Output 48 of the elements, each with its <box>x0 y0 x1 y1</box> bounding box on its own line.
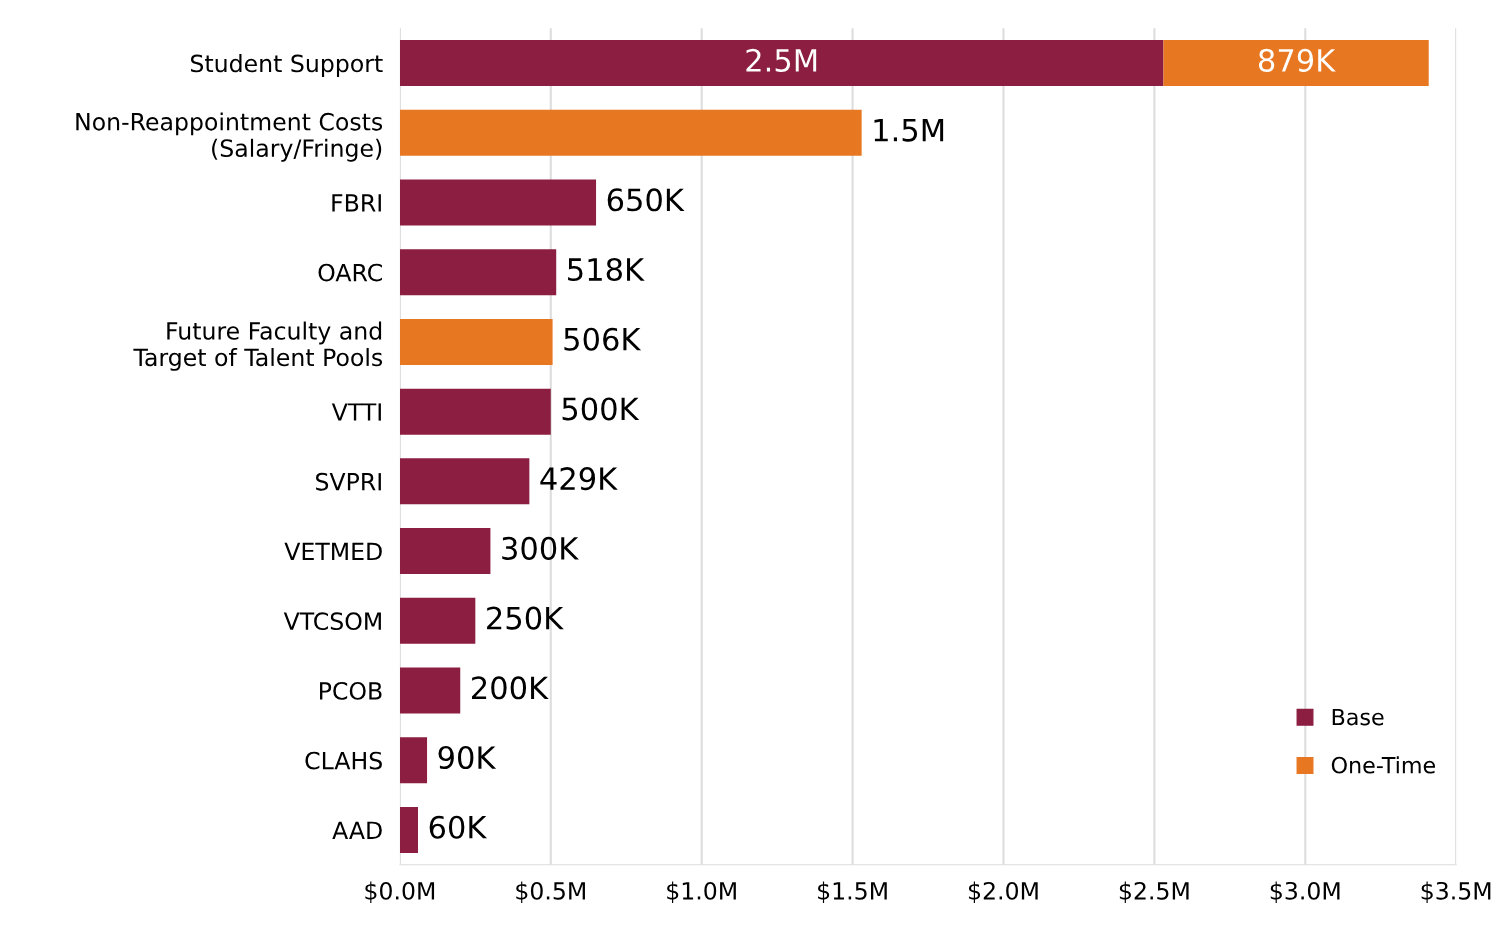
bar <box>399 806 418 853</box>
y-tick-label: CLAHS <box>305 751 382 770</box>
legend-label: One-Time <box>1331 756 1435 774</box>
y-tick-label: VTCSOM <box>283 612 381 631</box>
data-label: 500K <box>562 397 640 421</box>
y-tick-label: SVPRI <box>316 472 381 491</box>
bar <box>399 388 551 435</box>
x-tick-label: $0.0M <box>365 881 435 903</box>
data-label: 90K <box>438 745 497 770</box>
x-tick-label: $2.0M <box>968 881 1038 903</box>
y-tick-label: PCOB <box>320 681 382 700</box>
bar <box>399 318 553 365</box>
bar <box>399 179 597 226</box>
data-label: 518K <box>568 257 645 282</box>
x-tick-label: $3.0M <box>1270 881 1340 903</box>
bar <box>1163 40 1429 87</box>
data-label: 506K <box>564 327 642 351</box>
bar <box>399 249 557 296</box>
bar <box>399 528 491 575</box>
data-label: 200K <box>471 676 549 700</box>
data-label: 650K <box>607 188 685 212</box>
data-label: 300K <box>502 536 579 560</box>
y-tick-label: Student Support <box>190 54 383 77</box>
data-label: 250K <box>487 606 564 630</box>
data-label: 429K <box>540 467 618 491</box>
y-tick-label: FBRI <box>332 194 381 212</box>
x-tick-label: $0.5M <box>516 881 585 903</box>
x-tick-label: $1.5M <box>818 881 887 903</box>
bar <box>399 667 461 714</box>
data-label: 2.5M <box>746 48 817 72</box>
x-tick-label: $3.5M <box>1421 881 1491 903</box>
legend-label: Base <box>1332 708 1384 726</box>
bar <box>399 109 862 156</box>
y-tick-label: Non-Reappointment Costs (Salary/Fringe) <box>76 112 383 162</box>
y-tick-label: VTTI <box>331 403 381 421</box>
bar <box>399 597 476 644</box>
y-tick-label: AAD <box>332 821 382 839</box>
data-label: 879K <box>1258 48 1336 72</box>
x-tick-label: $2.5M <box>1119 881 1189 903</box>
bar <box>399 458 530 505</box>
bar <box>399 737 428 784</box>
x-tick-label: $1.0M <box>667 881 736 903</box>
y-tick-label: OARC <box>318 263 382 282</box>
bar <box>399 40 1164 87</box>
y-tick-label: VETMED <box>284 542 382 561</box>
y-tick-label: Future Faculty and Target of Talent Pools <box>133 321 383 371</box>
data-label: 60K <box>429 815 488 839</box>
data-label: 1.5M <box>874 118 944 142</box>
